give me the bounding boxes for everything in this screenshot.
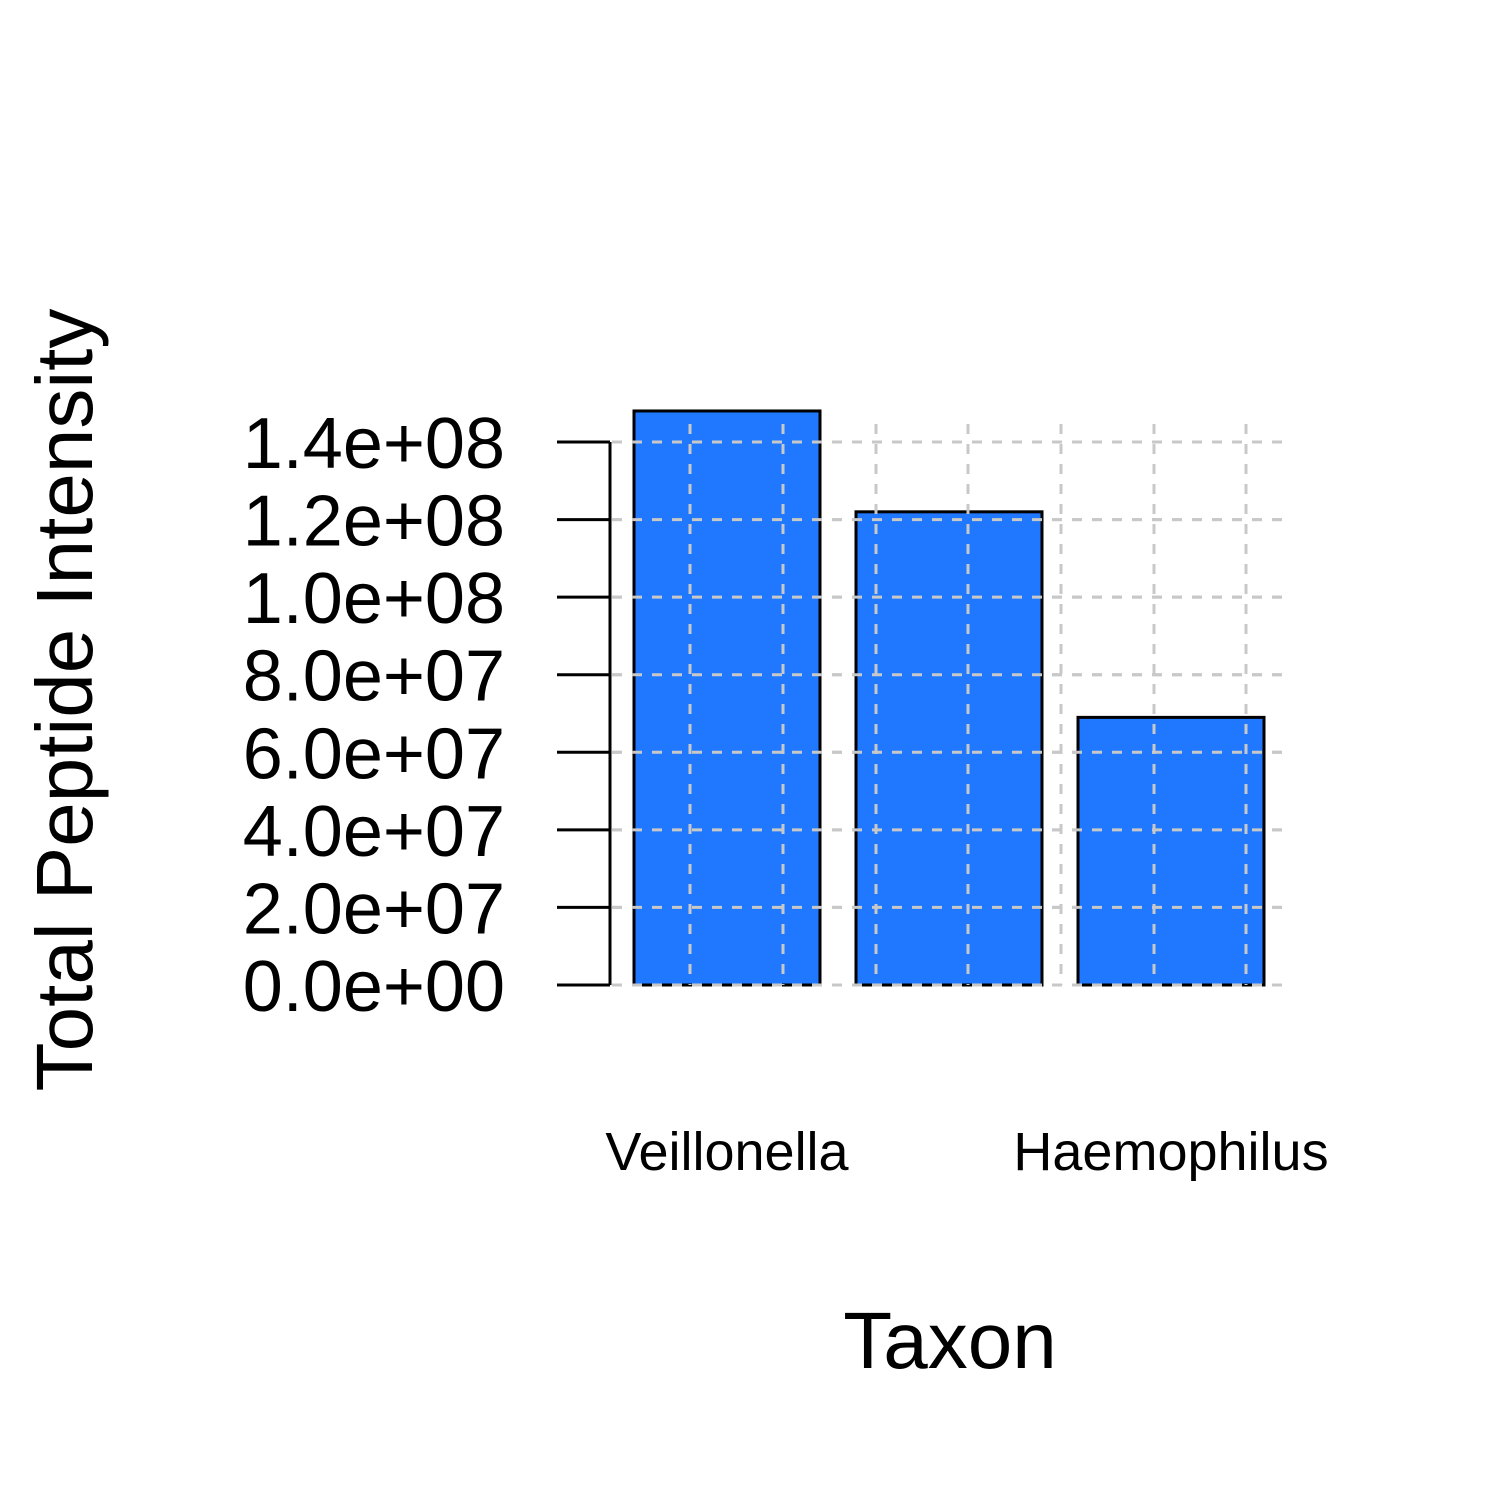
x-category-label: Veillonella <box>605 1122 849 1182</box>
grid-overlay <box>612 424 1285 987</box>
y-tick-label: 0.0e+00 <box>243 947 505 1027</box>
y-axis-title: Total Peptide Intensity <box>20 309 109 1092</box>
y-tick-label: 1.4e+08 <box>243 404 505 484</box>
y-tick-label: 1.2e+08 <box>243 482 505 562</box>
y-tick-labels: 0.0e+002.0e+074.0e+076.0e+078.0e+071.0e+… <box>243 404 505 1027</box>
bar-1 <box>632 409 822 987</box>
y-tick-label: 2.0e+07 <box>243 869 505 949</box>
bar-2 <box>854 510 1044 987</box>
x-category-labels: Veillonella Haemophilus <box>605 1122 1328 1182</box>
bars <box>632 409 1266 987</box>
y-tick-label: 4.0e+07 <box>243 792 505 872</box>
y-tick-label: 8.0e+07 <box>243 637 505 717</box>
y-axis <box>557 440 612 987</box>
y-tick-label: 1.0e+08 <box>243 559 505 639</box>
x-category-label: Haemophilus <box>1013 1122 1328 1182</box>
y-tick-label: 6.0e+07 <box>243 714 505 794</box>
x-axis-title: Taxon <box>843 1296 1056 1385</box>
bar-3 <box>1076 715 1266 987</box>
